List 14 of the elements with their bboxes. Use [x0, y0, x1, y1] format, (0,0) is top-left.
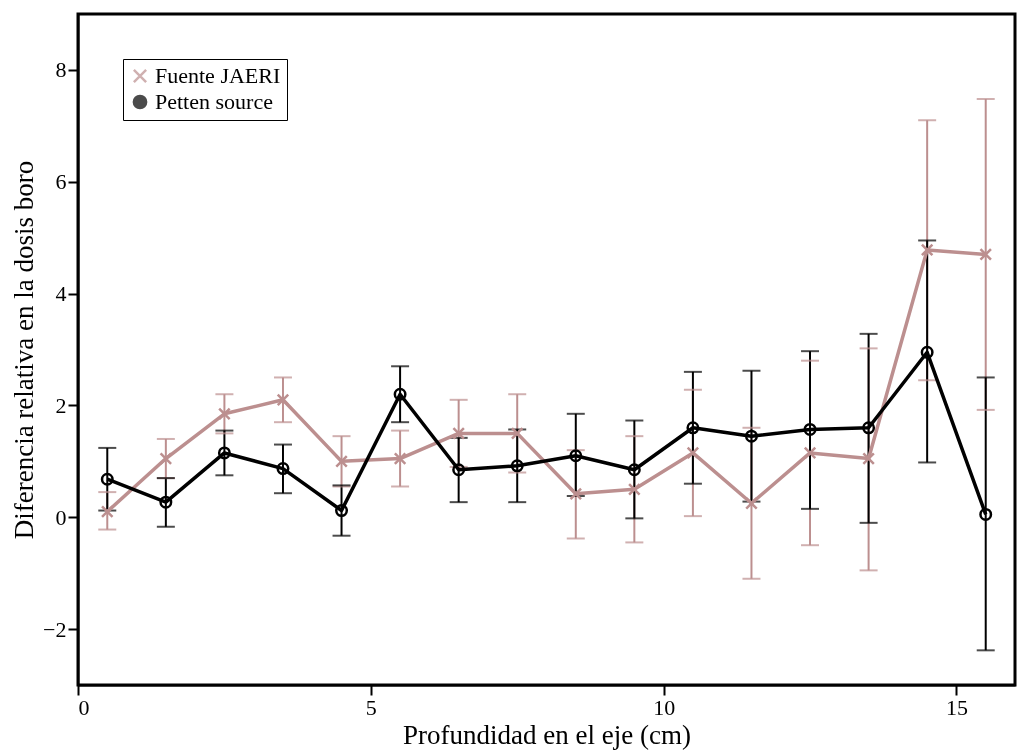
y-tick-label: 6	[55, 169, 67, 195]
y-tick-label: 4	[55, 281, 67, 307]
y-tick-label: 8	[55, 57, 67, 83]
legend-label: Fuente JAERI	[155, 63, 281, 88]
x-tick-label: 0	[78, 694, 90, 720]
y-tick-label: 2	[55, 392, 67, 418]
y-axis-title: Diferencia relativa en la dosis boro	[9, 160, 40, 540]
x-tick-label: 10	[653, 694, 676, 720]
y-tick-label: −2	[43, 616, 67, 642]
x-tick-label: 5	[365, 694, 377, 720]
x-axis-title: Profundidad en el eje (cm)	[403, 719, 691, 750]
y-tick-label: 0	[55, 504, 67, 530]
legend-label: Petten source	[155, 89, 273, 114]
x-tick-label: 15	[945, 694, 968, 720]
